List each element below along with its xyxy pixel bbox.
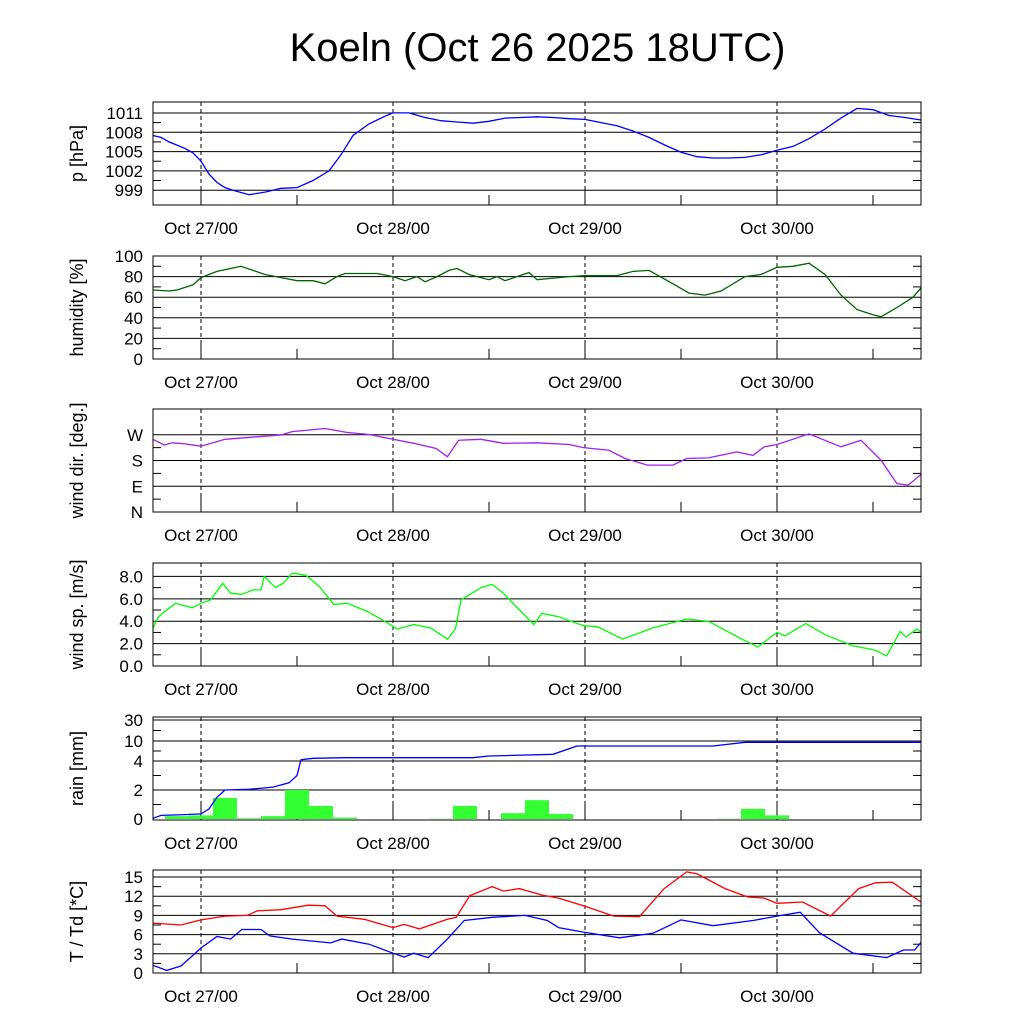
xtick-label: Oct 27/00 xyxy=(164,834,238,853)
ytick-label: 0 xyxy=(134,810,143,829)
chart-title: Koeln (Oct 26 2025 18UTC) xyxy=(289,26,786,70)
xtick-label: Oct 30/00 xyxy=(740,834,814,853)
xtick-label: Oct 28/00 xyxy=(356,834,430,853)
series-line-accumulated-rain xyxy=(152,741,921,819)
xtick-label: Oct 29/00 xyxy=(548,373,622,392)
rain-bar xyxy=(285,790,309,819)
ytick-label: 80 xyxy=(124,268,143,287)
xtick-label: Oct 28/00 xyxy=(356,219,430,238)
xtick-label: Oct 27/00 xyxy=(164,680,238,699)
ytick-label: 999 xyxy=(115,181,143,200)
ytick-label: N xyxy=(131,503,143,522)
ytick-label: 4.0 xyxy=(119,612,143,631)
xtick-label: Oct 28/00 xyxy=(356,373,430,392)
plot-frame xyxy=(152,562,922,667)
rain-bar xyxy=(333,817,357,819)
ytick-label: 4 xyxy=(134,752,143,771)
rain-bar xyxy=(741,808,765,819)
xtick-label: Oct 30/00 xyxy=(740,219,814,238)
rain-bar xyxy=(213,797,237,819)
ytick-label: 20 xyxy=(124,329,143,348)
xtick-label: Oct 29/00 xyxy=(548,526,622,545)
plot-frame xyxy=(152,408,922,513)
ytick-label: 0.0 xyxy=(119,657,143,676)
rain-bar xyxy=(237,818,261,819)
ytick-label: 0 xyxy=(134,350,143,369)
plot-frame xyxy=(152,101,922,206)
series-line-td xyxy=(152,911,922,972)
rain-bar xyxy=(525,800,549,819)
axis-label: p [hPa] xyxy=(67,125,87,182)
ytick-label: 6 xyxy=(134,926,143,945)
rain-bar xyxy=(189,815,213,819)
axis-label: rain [mm] xyxy=(67,731,87,806)
ytick-label: 0 xyxy=(134,964,143,983)
panel-rain: 0 2 410 30 Oct 27/00 Oct 28/00 Oct 29/00 Oct 30… xyxy=(67,711,922,853)
xtick-label: Oct 28/00 xyxy=(356,987,430,1006)
rain-bar xyxy=(165,816,189,819)
series-line-pressure xyxy=(152,107,922,196)
ytick-label: S xyxy=(132,452,143,471)
series-line-wind-direction xyxy=(152,427,922,486)
ytick-label: 12 xyxy=(124,887,143,906)
xtick-label: Oct 29/00 xyxy=(548,834,622,853)
series-line-wind-speed xyxy=(152,572,922,657)
ytick-label: 60 xyxy=(124,288,143,307)
xtick-label: Oct 27/00 xyxy=(164,987,238,1006)
rain-bar xyxy=(765,815,789,819)
xtick-label: Oct 30/00 xyxy=(740,987,814,1006)
plot-frame xyxy=(152,255,922,360)
ytick-label: 8.0 xyxy=(119,567,143,586)
xtick-label: Oct 30/00 xyxy=(740,526,814,545)
series-line-humidity xyxy=(152,262,922,318)
xtick-label: Oct 28/00 xyxy=(356,526,430,545)
ytick-label: 6.0 xyxy=(119,590,143,609)
rain-bar xyxy=(501,813,525,819)
ytick-label: E xyxy=(132,477,143,496)
xtick-label: Oct 29/00 xyxy=(548,680,622,699)
xtick-label: Oct 29/00 xyxy=(548,987,622,1006)
ytick-label: 1002 xyxy=(105,162,143,181)
ytick-label: W xyxy=(127,426,143,445)
rain-bar xyxy=(309,805,333,819)
ytick-label: 10 xyxy=(124,732,143,751)
ytick-label: 30 xyxy=(124,711,143,730)
xtick-label: Oct 27/00 xyxy=(164,219,238,238)
ytick-label: 2 xyxy=(134,781,143,800)
ytick-label: 100 xyxy=(115,247,143,266)
ytick-label: 9 xyxy=(134,906,143,925)
ytick-label: 40 xyxy=(124,309,143,328)
panel-wind_speed: 0.0 2.0 4.0 6.0 8.0 Oct 27/00 Oct 28/00 Oct 29/… xyxy=(67,559,922,699)
ytick-label: 3 xyxy=(134,945,143,964)
rain-bar xyxy=(261,816,285,819)
axis-label: wind dir. [deg.] xyxy=(67,402,87,519)
axis-label: T / Td [*C] xyxy=(67,881,87,962)
xtick-label: Oct 30/00 xyxy=(740,373,814,392)
ytick-label: 1008 xyxy=(105,123,143,142)
ytick-label: 1005 xyxy=(105,143,143,162)
rain-bar xyxy=(453,805,477,819)
ytick-label: 2.0 xyxy=(119,635,143,654)
plot-frame xyxy=(152,869,922,974)
ytick-label: 15 xyxy=(124,868,143,887)
xtick-label: Oct 27/00 xyxy=(164,373,238,392)
xtick-label: Oct 30/00 xyxy=(740,680,814,699)
axis-label: humidity [%] xyxy=(67,258,87,356)
xtick-label: Oct 27/00 xyxy=(164,526,238,545)
series-line-t xyxy=(152,871,922,930)
axis-label: wind sp. [m/s] xyxy=(67,559,87,670)
plot-frame xyxy=(152,716,922,821)
xtick-label: Oct 29/00 xyxy=(548,219,622,238)
xtick-label: Oct 28/00 xyxy=(356,680,430,699)
rain-bar xyxy=(549,813,573,819)
ytick-label: 1011 xyxy=(106,104,143,123)
